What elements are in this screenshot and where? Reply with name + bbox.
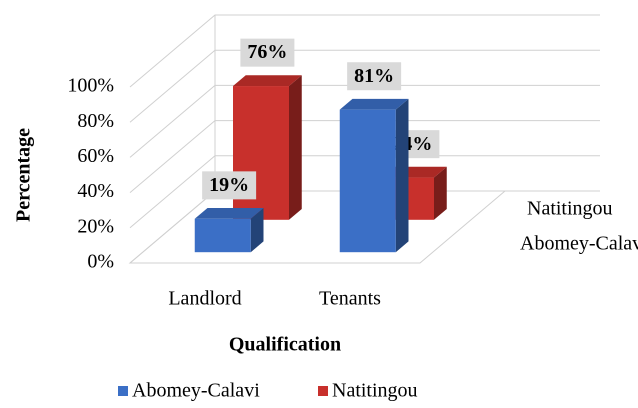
legend-label: Abomey-Calavi: [132, 380, 260, 402]
y-tick-label: 0%: [87, 251, 114, 273]
bar: [194, 207, 264, 253]
grid-line: [129, 49, 600, 123]
x-tick-label: Tenants: [319, 288, 381, 310]
value-label-box: [347, 62, 402, 91]
y-tick-label: 60%: [77, 145, 114, 167]
value-label: 81%: [354, 65, 394, 87]
bar-front: [339, 109, 396, 253]
bar-side: [395, 98, 409, 253]
grid-line: [129, 14, 600, 88]
bar-side: [434, 166, 447, 220]
bar-side: [250, 207, 264, 253]
grid-line: [129, 155, 600, 229]
value-label-box: [240, 38, 295, 67]
legend-label: Natitingou: [332, 380, 418, 402]
y-axis-title: Percentage: [13, 128, 35, 222]
depth-label: Natitingou: [527, 198, 613, 220]
bar-front: [194, 218, 251, 253]
value-label: 19%: [209, 174, 249, 196]
y-tick-label: 40%: [77, 180, 114, 202]
y-tick-label: 100%: [67, 75, 114, 97]
x-tick-label: Landlord: [168, 288, 241, 310]
legend-swatch: [318, 386, 328, 396]
legend-swatch: [118, 386, 128, 396]
grid-line: [129, 120, 600, 193]
bar-front: [233, 86, 289, 220]
y-tick-label: 20%: [77, 215, 114, 237]
depth-label: Abomey-Calavi: [520, 233, 638, 255]
x-axis-title: Qualification: [229, 334, 341, 356]
bar-top: [194, 207, 264, 219]
grid-line: [129, 84, 600, 158]
bar: [339, 98, 409, 253]
bar-top: [233, 75, 302, 87]
bar-top: [339, 98, 409, 110]
floor: [128, 190, 507, 264]
value-label-box: [202, 171, 257, 200]
y-tick-label: 80%: [77, 110, 114, 132]
value-label: 76%: [247, 41, 287, 63]
bar-side: [289, 75, 302, 220]
